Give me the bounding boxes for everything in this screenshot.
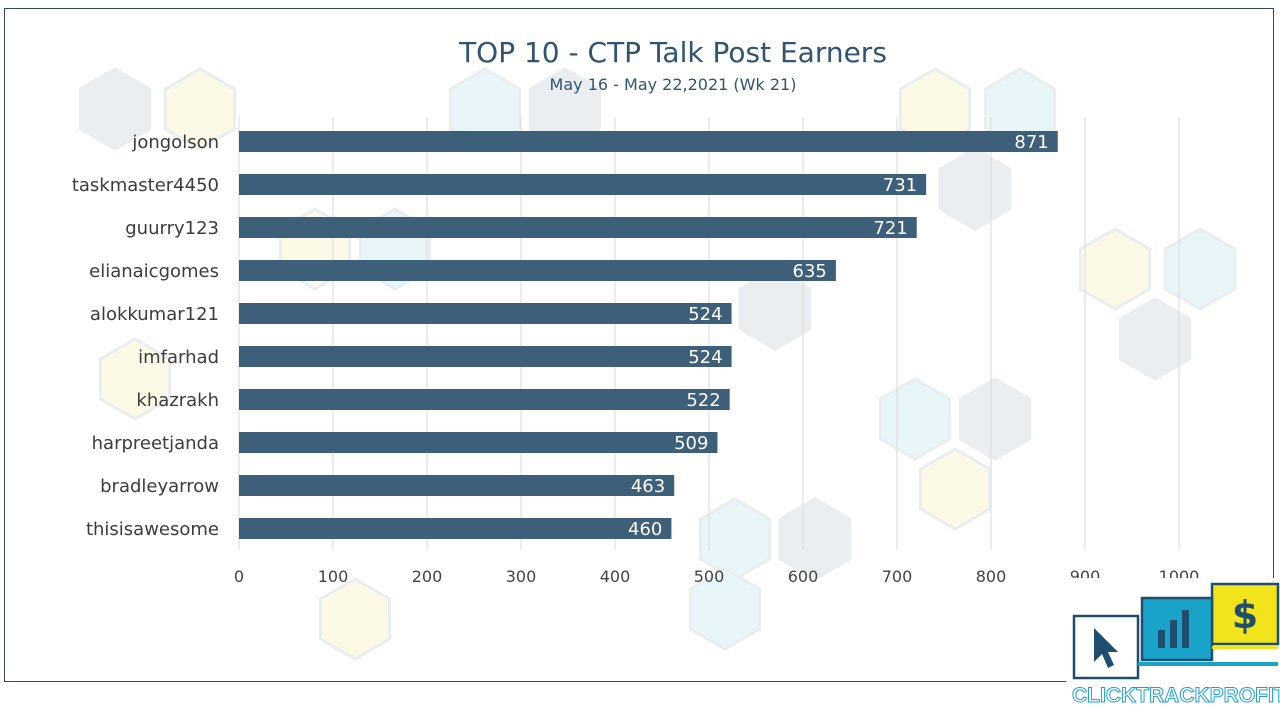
watermark-hex	[778, 497, 852, 581]
category-label: khazrakh	[136, 390, 219, 411]
category-label: bradleyarrow	[100, 476, 219, 497]
bar	[239, 432, 718, 453]
x-tick-label: 500	[694, 567, 725, 586]
x-tick-label: 800	[976, 567, 1007, 586]
bar	[239, 303, 732, 324]
bar-value-label: 463	[631, 476, 665, 497]
clicktrackprofit-logo: $ CLICKTRACKPROFIT	[1066, 578, 1280, 708]
logo-stripe-teal	[1138, 662, 1278, 666]
bar-value-label: 509	[674, 433, 708, 454]
category-label: thisisawesome	[86, 519, 219, 540]
x-tick-label: 300	[506, 567, 537, 586]
category-label: imfarhad	[138, 347, 219, 368]
x-tick-label: 200	[412, 567, 443, 586]
bar	[239, 518, 672, 539]
bar-value-label: 524	[688, 347, 722, 368]
watermark-hex	[1163, 227, 1237, 311]
watermark-hex	[688, 567, 762, 651]
watermark-hex	[918, 447, 992, 531]
category-label: alokkumar121	[90, 304, 219, 325]
bar-value-label: 460	[628, 519, 662, 540]
bar-value-label: 524	[688, 304, 722, 325]
bar	[239, 217, 917, 238]
category-label: jongolson	[131, 132, 219, 153]
logo-wordmark: CLICKTRACKPROFIT	[1072, 684, 1280, 706]
x-tick-label: 700	[882, 567, 913, 586]
bar-chart-icon	[1158, 610, 1189, 648]
watermark-hex	[698, 497, 772, 581]
bar	[239, 260, 836, 281]
category-label: guurry123	[125, 218, 219, 239]
watermark-hex	[318, 577, 392, 661]
watermark-hex	[1078, 227, 1152, 311]
watermark-hex	[738, 267, 812, 351]
x-tick-label: 0	[234, 567, 244, 586]
x-tick-label: 600	[788, 567, 819, 586]
category-labels: jongolson taskmaster4450 guurry123 elianaic…	[72, 132, 219, 540]
x-tick-label: 400	[600, 567, 631, 586]
logo-stripe-yellow	[1212, 646, 1278, 649]
bar	[239, 475, 675, 496]
watermark-hex	[938, 147, 1012, 231]
dollar-icon: $	[1232, 593, 1258, 637]
bar	[239, 131, 1058, 152]
watermark-hex	[78, 67, 152, 151]
category-label: harpreetjanda	[92, 433, 219, 454]
bar-value-label: 522	[686, 390, 720, 411]
bar-value-label: 635	[793, 261, 827, 282]
x-tick-label: 100	[318, 567, 349, 586]
category-label: elianaicgomes	[89, 261, 219, 282]
chart-subtitle: May 16 - May 22,2021 (Wk 21)	[550, 75, 797, 94]
bar	[239, 346, 732, 367]
logo-graphic: $ CLICKTRACKPROFIT	[1072, 582, 1280, 708]
watermark-pattern	[78, 67, 1237, 661]
cursor-icon	[1094, 628, 1118, 668]
x-axis-ticks: 0 100 200 300 400 500 600 700 800 900 1000	[234, 567, 1199, 586]
watermark-hex	[98, 337, 172, 421]
bars: 871 731 721 635 524 524 522 509 463 460	[239, 131, 1058, 540]
watermark-hex	[163, 67, 237, 151]
watermark-hex	[1118, 297, 1192, 381]
category-label: taskmaster4450	[72, 175, 219, 196]
watermark-hex	[958, 377, 1032, 461]
bar-value-label: 731	[883, 175, 917, 196]
watermark-hex	[878, 377, 952, 461]
bar-value-label: 721	[873, 218, 907, 239]
chart-title: TOP 10 - CTP Talk Post Earners	[458, 36, 887, 69]
bar	[239, 174, 927, 195]
bar-value-label: 871	[1014, 132, 1048, 153]
bar	[239, 389, 730, 410]
